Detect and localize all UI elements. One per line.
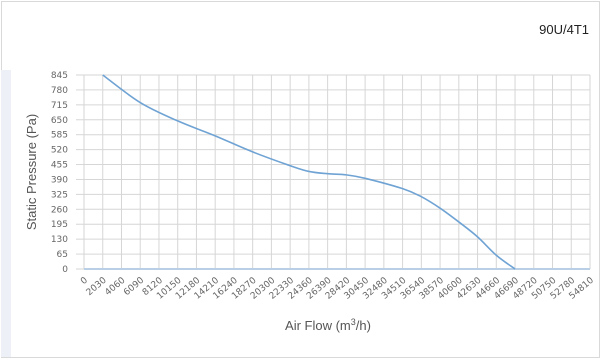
x-tick-label: 6090 (122, 275, 146, 298)
y-tick-label: 130 (51, 235, 68, 245)
y-tick-label: 65 (57, 250, 68, 260)
y-tick-label: 520 (51, 146, 68, 156)
y-tick-label: 0 (62, 265, 68, 275)
x-axis-label: Air Flow (m3/h) (285, 317, 371, 333)
y-tick-label: 455 (51, 161, 68, 171)
y-tick-label: 715 (51, 101, 68, 111)
x-tick-label: 2030 (85, 275, 109, 298)
y-tick-label: 325 (51, 190, 68, 200)
x-axis-label-end: /h) (356, 318, 371, 333)
x-axis-label-main: Air Flow (m (285, 318, 351, 333)
x-tick-label: 0 (79, 275, 90, 287)
left-edge-stripe (1, 70, 11, 357)
y-axis-label: Static Pressure (Pa) (24, 114, 39, 230)
y-tick-label: 390 (51, 175, 68, 185)
series-line (102, 74, 516, 270)
y-tick-label: 195 (51, 220, 68, 230)
y-tick-label: 260 (51, 205, 68, 215)
model-label: 90U/4T1 (539, 22, 589, 37)
series-layer (102, 74, 516, 270)
x-tick-labels: 0203040606090812010150121801421016240182… (79, 275, 596, 301)
y-tick-label: 780 (51, 86, 68, 96)
x-axis-label-superscript: 3 (351, 317, 356, 327)
x-tick-label: 4060 (103, 275, 127, 298)
grid (76, 74, 591, 270)
y-tick-label: 585 (51, 131, 68, 141)
y-tick-label: 845 (51, 71, 68, 81)
y-tick-label: 650 (51, 116, 68, 126)
